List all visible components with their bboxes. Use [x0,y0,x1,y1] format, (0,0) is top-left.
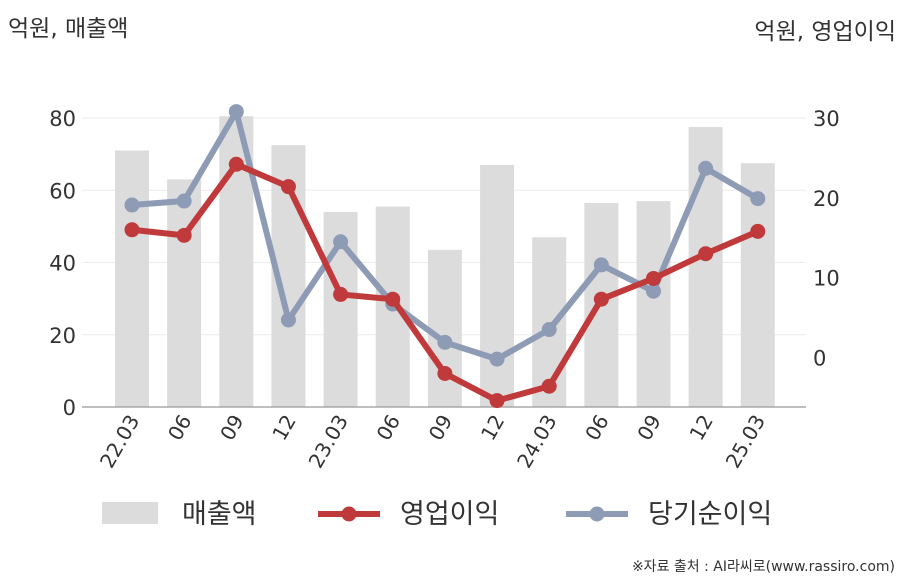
right-tick-label: 10 [813,267,840,291]
point-operating-profit [176,227,192,243]
x-tick-label: 09 [424,411,458,445]
point-operating-profit [541,378,557,394]
point-net-income [228,104,244,120]
legend-swatch-revenue [102,502,158,524]
point-operating-profit [646,270,661,286]
legend-marker-operating-profit [341,506,357,522]
point-operating-profit [385,291,401,307]
x-tick-label: 12 [684,411,718,445]
point-net-income [646,283,661,299]
line-series [124,104,766,409]
point-net-income [280,312,296,328]
left-tick-label: 80 [49,107,76,131]
left-axis-label: 억원, 매출액 [8,16,128,42]
legend-label-revenue: 매출액 [182,499,257,530]
point-operating-profit [280,179,296,195]
bar-series-revenue [115,116,775,407]
point-operating-profit [124,222,140,238]
point-net-income [437,334,453,350]
right-tick-label: 0 [813,347,826,371]
left-axis-ticks: 0 20 40 60 80 [49,107,76,420]
point-operating-profit [437,365,453,381]
point-operating-profit [489,393,505,409]
x-tick-label: 09 [632,411,666,445]
bar-revenue [636,201,671,407]
bar-revenue [427,249,462,407]
x-tick-label: 24.03 [512,411,561,473]
point-net-income [124,197,140,213]
bar-revenue [167,179,202,407]
point-net-income [333,234,349,250]
x-tick-label: 06 [580,411,614,445]
point-net-income [698,160,714,176]
x-tick-label: 23.03 [304,411,353,473]
point-operating-profit [333,286,349,302]
point-net-income [176,193,192,209]
point-operating-profit [593,291,609,307]
bar-revenue [115,150,149,407]
right-tick-label: 30 [813,107,840,131]
x-tick-label: 25.03 [721,411,770,473]
point-net-income [541,322,557,338]
x-tick-label: 22.03 [95,411,144,473]
x-tick-label: 09 [215,411,249,445]
left-tick-label: 0 [63,396,76,420]
right-axis-ticks: 0 10 20 30 [813,107,840,371]
point-operating-profit [698,246,714,262]
point-net-income [750,191,766,207]
left-tick-label: 40 [49,252,76,276]
point-net-income [489,351,505,367]
left-tick-label: 20 [49,324,76,348]
right-tick-label: 20 [813,187,840,211]
point-operating-profit [750,223,766,239]
point-net-income [593,257,609,273]
source-note: ※자료 출처 : AI라씨로(www.rassiro.com) [632,559,895,575]
legend-marker-net-income [589,506,605,522]
right-axis-label: 억원, 영업이익 [754,19,896,45]
x-tick-label: 06 [372,411,406,445]
bar-revenue [480,164,515,407]
left-tick-label: 60 [49,179,76,203]
legend-label-net-income: 당기순이익 [648,499,772,530]
legend: 매출액 영업이익 당기순이익 [102,499,772,530]
point-operating-profit [228,156,244,172]
x-axis-ticks: 22.03 06 09 12 23.03 06 09 12 24.03 06 09 12 25.03 [95,411,770,473]
x-tick-label: 06 [163,411,197,445]
x-tick-label: 12 [267,411,301,445]
legend-label-operating-profit: 영업이익 [400,499,499,530]
x-tick-label: 12 [476,411,510,445]
